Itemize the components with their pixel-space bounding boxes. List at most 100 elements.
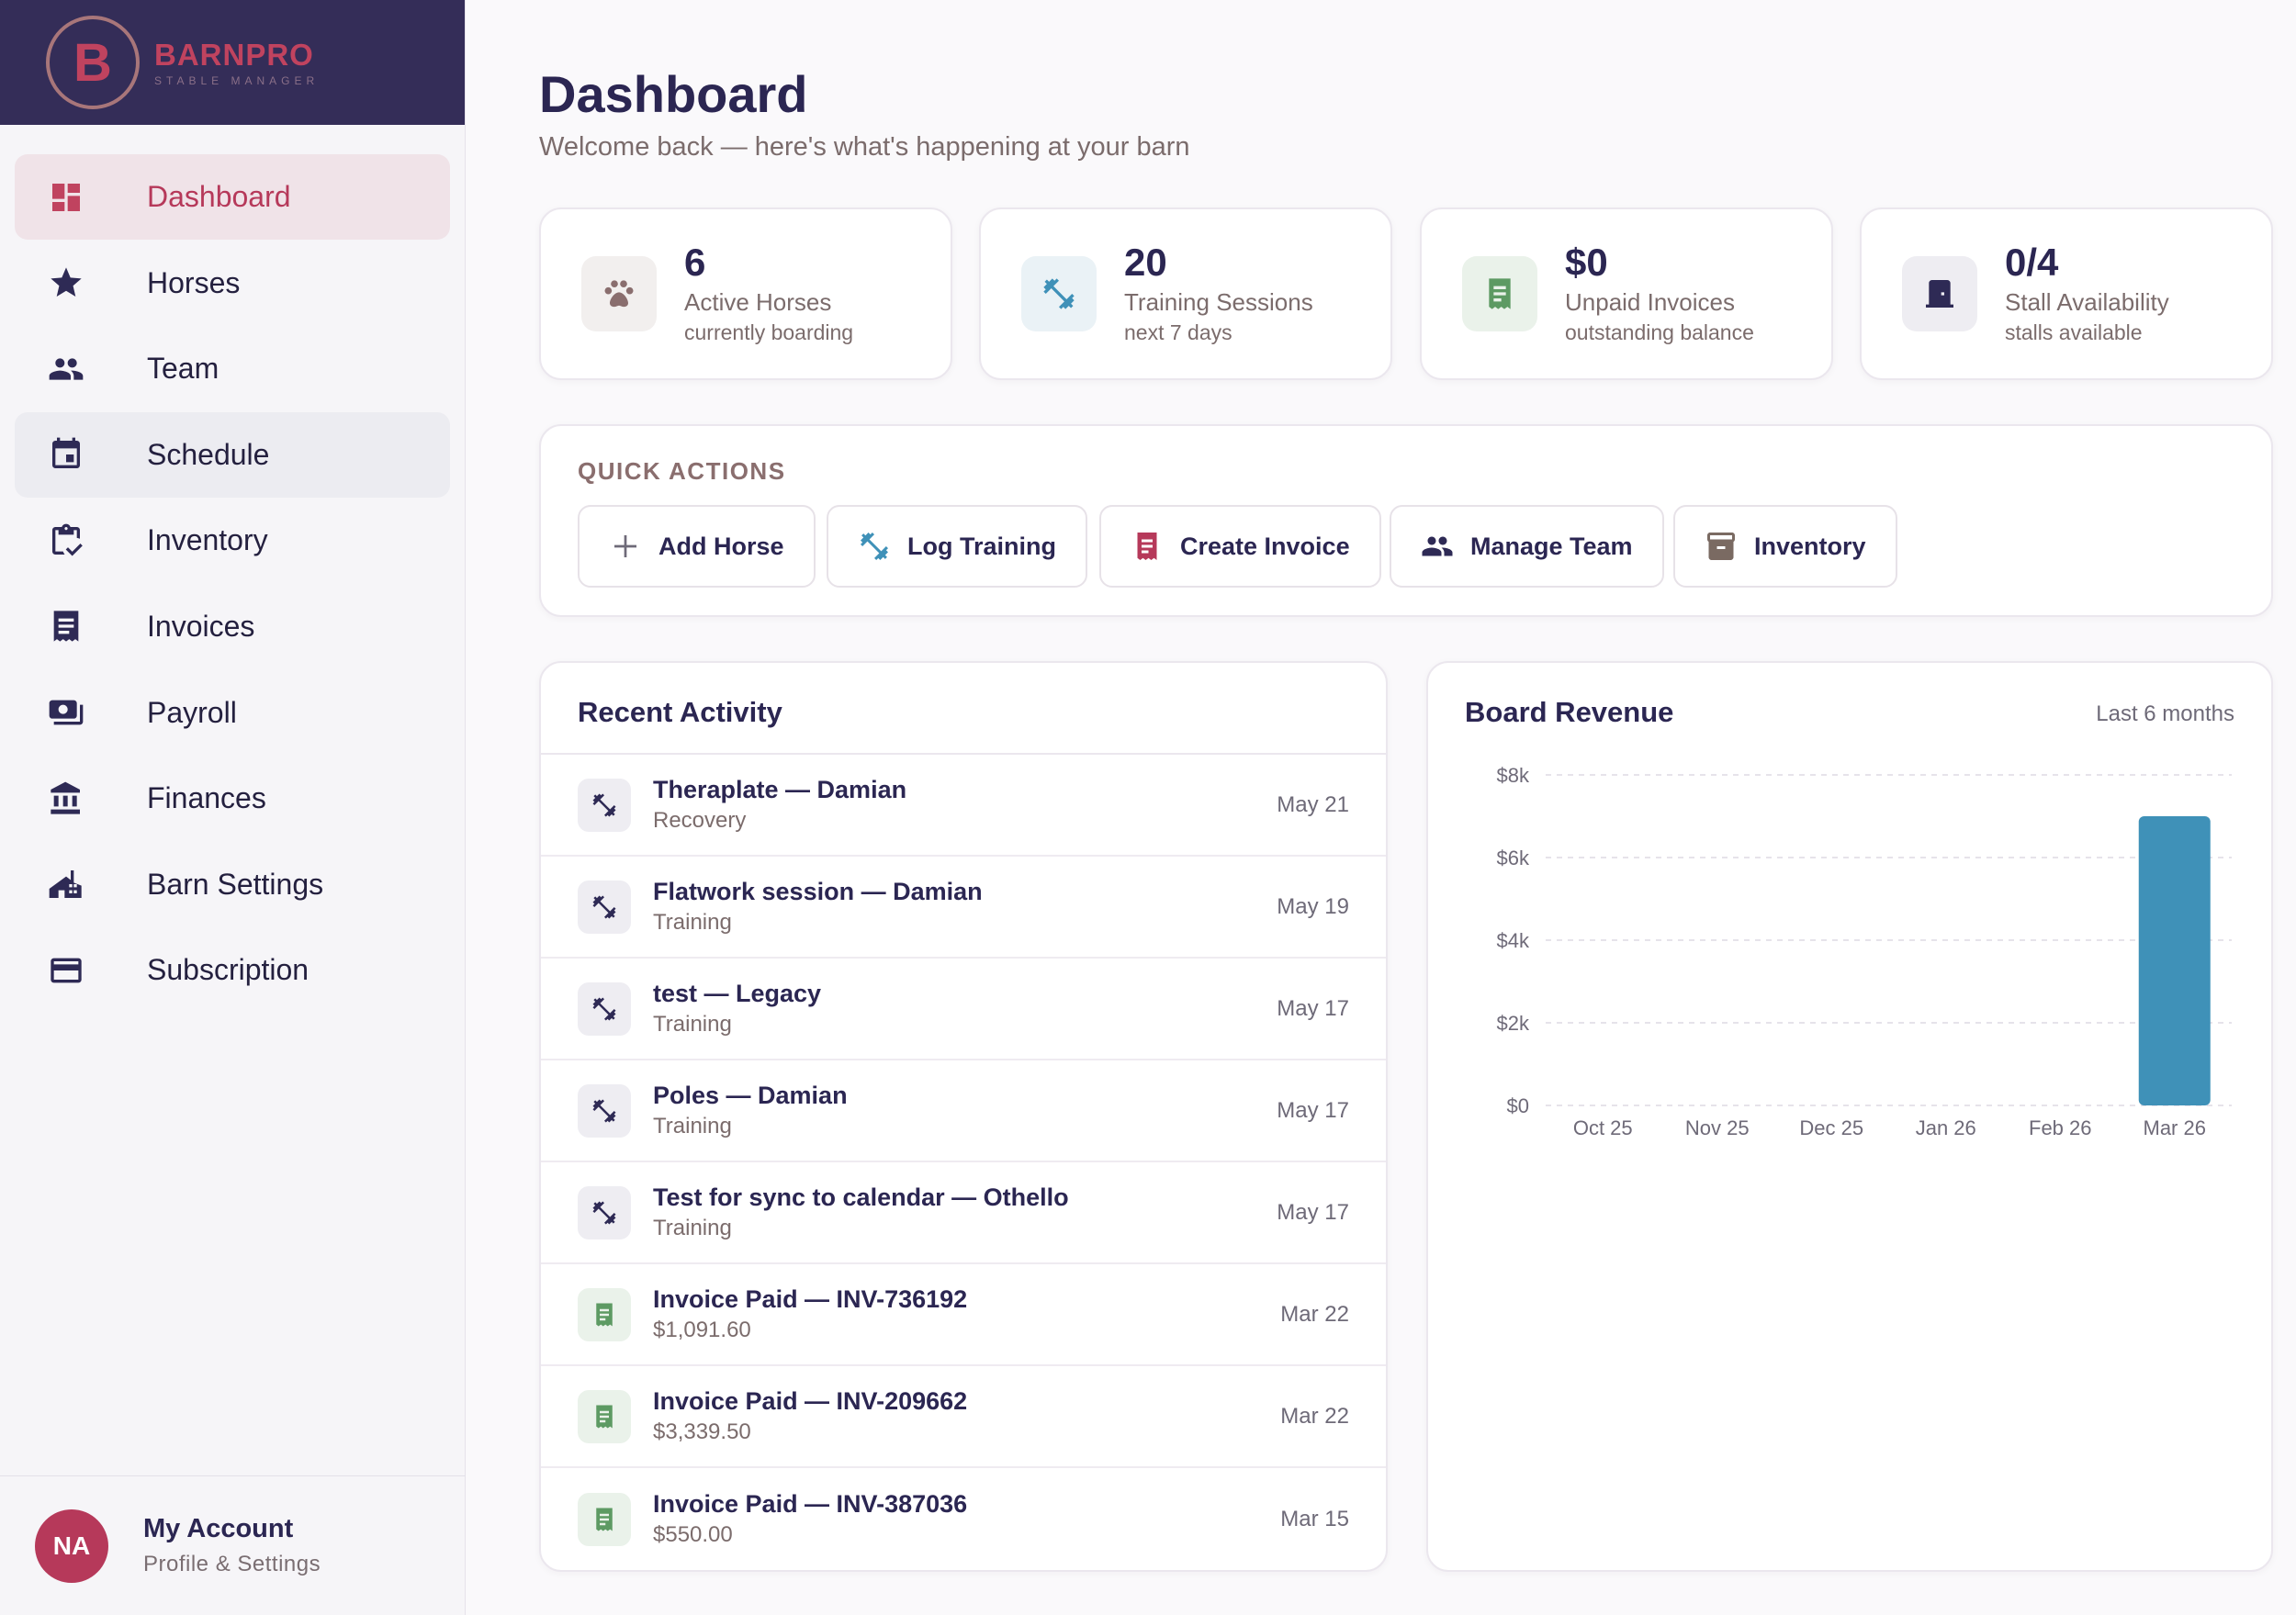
stat-sub: outstanding balance <box>1565 320 1754 344</box>
activity-title: Theraplate — Damian <box>653 776 907 803</box>
activity-row[interactable]: Invoice Paid — INV-736192 $1,091.60 Mar 22 <box>541 1264 1386 1366</box>
sidebar-item-label: Payroll <box>147 695 237 729</box>
log-training-button[interactable]: Log Training <box>827 505 1087 588</box>
activity-date: May 17 <box>1277 1199 1349 1225</box>
activity-title: Poles — Damian <box>653 1082 848 1109</box>
stat-value: 0/4 <box>2005 241 2059 284</box>
sidebar-item-schedule[interactable]: Schedule <box>15 411 450 498</box>
activity-subtitle: Training <box>653 1114 732 1138</box>
activity-date: Mar 15 <box>1280 1506 1349 1531</box>
brand-name: BARNPRO <box>154 38 314 72</box>
dashboard-icon <box>46 177 86 218</box>
activity-title: Flatwork session — Damian <box>653 878 983 905</box>
sidebar-item-horses[interactable]: Horses <box>15 241 450 326</box>
activity-title: Invoice Paid — INV-209662 <box>653 1387 968 1415</box>
revenue-range-label[interactable]: Last 6 months <box>2096 701 2234 726</box>
recent-activity-panel: Recent Activity Theraplate — Damian Recov… <box>539 661 1388 1572</box>
stat-card-active-horses[interactable]: 6 Active Horses currently boarding <box>539 207 952 380</box>
stat-cards: 6 Active Horses currently boarding 20 Tr… <box>539 207 2273 380</box>
cash-icon <box>46 692 86 733</box>
dumbbell-icon <box>578 778 631 832</box>
x-tick-label: Mar 26 <box>2144 1116 2206 1139</box>
calendar-icon <box>46 434 86 475</box>
activity-subtitle: $1,091.60 <box>653 1318 751 1342</box>
manage-team-button[interactable]: Manage Team <box>1390 505 1664 588</box>
receipt-icon <box>1137 533 1157 560</box>
stat-label: Unpaid Invoices <box>1565 288 1735 316</box>
dumbbell-icon <box>578 1083 631 1138</box>
logo-letter: B <box>73 32 112 93</box>
star-icon <box>46 263 86 303</box>
sidebar-item-dashboard[interactable]: Dashboard <box>15 154 450 240</box>
sidebar-item-finances[interactable]: Finances <box>15 756 450 841</box>
stat-label: Stall Availability <box>2005 288 2169 316</box>
stat-label: Active Horses <box>684 288 832 316</box>
activity-row[interactable]: Test for sync to calendar — Othello Train… <box>541 1162 1386 1264</box>
activity-row[interactable]: Theraplate — Damian Recovery May 21 <box>541 755 1386 857</box>
dumbbell-icon <box>578 981 631 1036</box>
y-tick-label: $8k <box>1497 764 1530 787</box>
board-revenue-title: Board Revenue <box>1465 696 1674 728</box>
activity-row[interactable]: Poles — Damian Training May 17 <box>541 1060 1386 1162</box>
add-horse-button[interactable]: Add Horse <box>578 505 816 588</box>
sidebar: B BARNPRO STABLE MANAGER Dashboard Horse… <box>0 0 466 1615</box>
activity-date: May 19 <box>1277 893 1349 919</box>
sidebar-item-barn-settings[interactable]: Barn Settings <box>15 842 450 927</box>
dumbbell-icon <box>861 533 888 560</box>
account-menu[interactable]: NA My Account Profile & Settings <box>0 1475 466 1615</box>
activity-subtitle: Training <box>653 1012 732 1037</box>
board-revenue-chart: $0 $2k $4k $6k $8k Oct 25 Nov 25 Dec 25 Jan 26 Fe… <box>1497 764 2232 1139</box>
quick-actions-title: QUICK ACTIONS <box>578 457 786 485</box>
stat-card-unpaid-invoices[interactable]: $0 Unpaid Invoices outstanding balance <box>1420 207 1833 380</box>
sidebar-item-subscription[interactable]: Subscription <box>15 927 450 1013</box>
button-label: Create Invoice <box>1180 532 1350 560</box>
stat-value: $0 <box>1565 241 1608 284</box>
x-tick-label: Dec 25 <box>1799 1116 1863 1139</box>
stat-label: Training Sessions <box>1124 288 1313 316</box>
stat-sub: stalls available <box>2005 320 2143 344</box>
sidebar-item-label: Horses <box>147 265 241 299</box>
sidebar-item-label: Barn Settings <box>147 867 324 901</box>
activity-row[interactable]: Invoice Paid — INV-209662 $3,339.50 Mar 22 <box>541 1366 1386 1468</box>
sidebar-item-label: Schedule <box>147 437 270 471</box>
avatar[interactable]: NA <box>35 1508 108 1583</box>
sidebar-item-team[interactable]: Team <box>15 326 450 411</box>
account-subtitle: Profile & Settings <box>143 1552 321 1576</box>
inventory-button[interactable]: Inventory <box>1673 505 1897 588</box>
activity-row[interactable]: test — Legacy Training May 17 <box>541 959 1386 1060</box>
sidebar-nav: Dashboard Horses Team Schedule Inventory <box>0 125 465 1013</box>
stat-card-stall-availability[interactable]: 0/4 Stall Availability stalls available <box>1860 207 2273 380</box>
create-invoice-button[interactable]: Create Invoice <box>1099 505 1381 588</box>
x-tick-label: Nov 25 <box>1685 1116 1750 1139</box>
activity-row[interactable]: Flatwork session — Damian Training May 19 <box>541 857 1386 959</box>
activity-date: May 17 <box>1277 1097 1349 1123</box>
sidebar-item-label: Dashboard <box>147 180 291 213</box>
archive-icon <box>1707 533 1735 560</box>
activity-title: Invoice Paid — INV-736192 <box>653 1285 968 1313</box>
sidebar-item-inventory[interactable]: Inventory <box>15 498 450 583</box>
dumbbell-icon <box>578 1185 631 1239</box>
activity-subtitle: Recovery <box>653 808 747 833</box>
x-tick-label: Oct 25 <box>1573 1116 1633 1139</box>
activity-row[interactable]: Invoice Paid — INV-387036 $550.00 Mar 15 <box>541 1468 1386 1570</box>
activity-subtitle: Training <box>653 910 732 935</box>
door-icon <box>1902 256 1977 331</box>
stat-sub: next 7 days <box>1124 320 1232 344</box>
button-label: Add Horse <box>658 532 784 560</box>
activity-date: Mar 22 <box>1280 1403 1349 1429</box>
plus-icon <box>614 535 636 557</box>
y-tick-label: $2k <box>1497 1012 1530 1035</box>
activity-date: May 21 <box>1277 791 1349 817</box>
sidebar-item-invoices[interactable]: Invoices <box>15 584 450 669</box>
activity-subtitle: $3,339.50 <box>653 1419 751 1444</box>
sidebar-item-label: Invoices <box>147 609 255 643</box>
button-label: Manage Team <box>1470 532 1633 560</box>
sidebar-item-payroll[interactable]: Payroll <box>15 670 450 756</box>
sidebar-item-label: Team <box>147 352 219 386</box>
brand-header[interactable]: B BARNPRO STABLE MANAGER <box>0 0 465 125</box>
button-label: Inventory <box>1754 532 1866 560</box>
activity-list: Theraplate — Damian Recovery May 21 Flatwor… <box>541 755 1386 1570</box>
page-subtitle: Welcome back — here's what's happening a… <box>539 132 1190 162</box>
x-tick-label: Jan 26 <box>1916 1116 1976 1139</box>
stat-card-training-sessions[interactable]: 20 Training Sessions next 7 days <box>979 207 1392 380</box>
